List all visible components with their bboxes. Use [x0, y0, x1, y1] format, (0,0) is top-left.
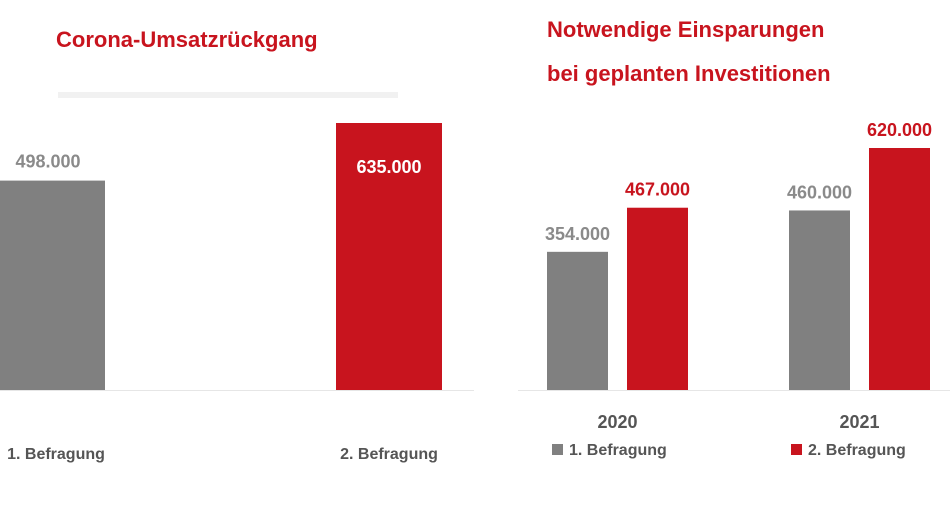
bar-2021-series-1	[789, 210, 850, 390]
x-tick-label-2021: 2021	[839, 412, 879, 432]
legend-item-2: 2. Befragung	[791, 442, 906, 460]
legend-swatch-red	[791, 444, 802, 455]
bar-1	[0, 180, 105, 390]
left-chart-title: Corona-Umsatzrückgang	[56, 27, 318, 52]
x-tick-label: 1. Befragung	[7, 446, 105, 463]
bar-value-label: 498.000	[15, 152, 80, 172]
bar-value-label: 354.000	[545, 224, 610, 244]
right-bar-chart: 354.000 467.000 2020 460.000 620.000 2021	[518, 120, 950, 432]
left-bar-chart: 498.000 1. Befragung 635.000 2. Befragung	[0, 123, 474, 463]
legend-swatch-grey	[552, 444, 563, 455]
right-chart-title-line1: Notwendige Einsparungen	[547, 17, 825, 42]
bar-2020-series-2	[627, 207, 688, 390]
x-tick-label-2020: 2020	[597, 412, 637, 432]
bar-value-label: 620.000	[867, 120, 932, 140]
title-underline-divider	[58, 92, 398, 98]
bar-value-label: 635.000	[356, 157, 421, 177]
bar-value-label: 460.000	[787, 182, 852, 202]
bar-2021-series-2	[869, 148, 930, 390]
bar-2	[336, 123, 442, 390]
bar-2020-series-1	[547, 251, 608, 390]
x-tick-label: 2. Befragung	[340, 446, 438, 463]
bar-value-label: 467.000	[625, 180, 690, 200]
legend-item-1: 1. Befragung	[552, 442, 667, 460]
legend-label-1: 1. Befragung	[569, 442, 667, 459]
right-chart-title-line2: bei geplanten Investitionen	[547, 61, 831, 86]
legend-label-2: 2. Befragung	[808, 442, 906, 459]
